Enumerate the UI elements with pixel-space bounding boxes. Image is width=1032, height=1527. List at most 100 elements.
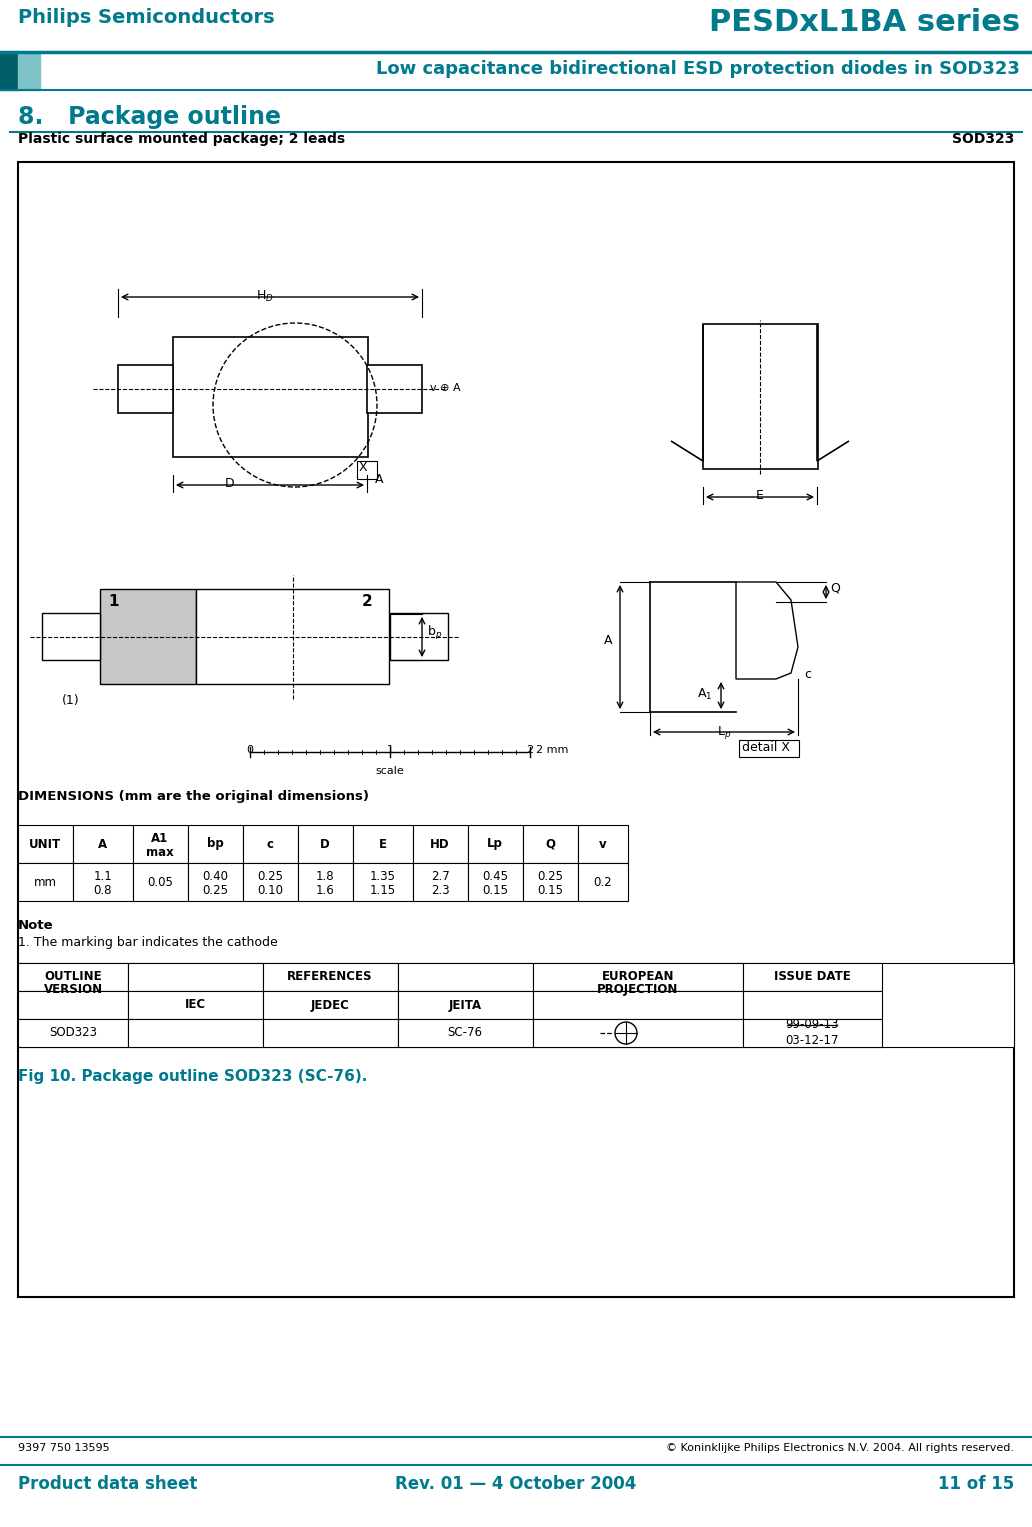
Text: 0.45: 0.45 — [482, 870, 508, 883]
Text: A: A — [98, 837, 107, 851]
Bar — [263, 991, 398, 1019]
Text: JEDEC: JEDEC — [311, 999, 350, 1011]
Bar — [398, 991, 533, 1019]
Text: 2.7: 2.7 — [430, 870, 449, 883]
Bar — [357, 461, 377, 479]
Text: detail X: detail X — [742, 741, 791, 754]
Text: H$_D$: H$_D$ — [256, 289, 273, 304]
Text: 0.10: 0.10 — [257, 884, 283, 896]
Text: E: E — [379, 837, 387, 851]
Bar — [196, 589, 389, 684]
Text: Lp: Lp — [487, 837, 503, 851]
Text: 0.15: 0.15 — [537, 884, 563, 896]
Text: Low capacitance bidirectional ESD protection diodes in SOD323: Low capacitance bidirectional ESD protec… — [376, 60, 1020, 78]
Text: 8.   Package outline: 8. Package outline — [18, 105, 281, 128]
Bar — [523, 863, 578, 901]
Bar — [243, 863, 298, 901]
Text: UNIT: UNIT — [29, 837, 61, 851]
Text: Philips Semiconductors: Philips Semiconductors — [18, 8, 275, 27]
Text: SC-76: SC-76 — [448, 1026, 483, 1040]
Bar — [18, 825, 73, 863]
Text: 1.15: 1.15 — [369, 884, 396, 896]
Bar — [533, 964, 743, 991]
Bar — [73, 863, 133, 901]
Bar — [353, 825, 413, 863]
Bar — [133, 825, 188, 863]
Bar — [18, 964, 128, 991]
Bar — [703, 324, 818, 469]
Text: 9397 750 13595: 9397 750 13595 — [18, 1443, 109, 1454]
Text: c: c — [804, 669, 811, 681]
Text: 1: 1 — [108, 594, 119, 609]
Text: 11 of 15: 11 of 15 — [938, 1475, 1014, 1493]
Text: SOD323: SOD323 — [49, 1026, 97, 1040]
Text: 0.2: 0.2 — [593, 875, 612, 889]
Text: 1.6: 1.6 — [316, 884, 334, 896]
Text: © Koninklijke Philips Electronics N.V. 2004. All rights reserved.: © Koninklijke Philips Electronics N.V. 2… — [666, 1443, 1014, 1454]
Text: ISSUE DATE: ISSUE DATE — [774, 971, 850, 983]
Bar — [353, 863, 413, 901]
Text: 2 mm: 2 mm — [536, 745, 569, 754]
Text: 0.40: 0.40 — [202, 870, 228, 883]
Bar — [128, 964, 263, 991]
Text: 0.25: 0.25 — [257, 870, 283, 883]
Bar — [128, 1019, 263, 1048]
Text: 2.3: 2.3 — [430, 884, 449, 896]
Text: 2: 2 — [362, 594, 373, 609]
Text: D: D — [225, 476, 235, 490]
Text: 1: 1 — [387, 745, 393, 754]
Bar — [467, 863, 523, 901]
Text: 0: 0 — [247, 745, 254, 754]
Text: max: max — [147, 846, 173, 860]
Text: 99-09-13: 99-09-13 — [785, 1019, 839, 1032]
Bar — [18, 964, 1014, 1048]
Text: 0.8: 0.8 — [94, 884, 112, 896]
Text: PROJECTION: PROJECTION — [598, 983, 679, 996]
Text: REFERENCES: REFERENCES — [287, 971, 373, 983]
Bar — [390, 612, 448, 660]
Bar — [533, 991, 743, 1019]
Bar — [413, 825, 467, 863]
Text: PESDxL1BA series: PESDxL1BA series — [709, 8, 1020, 37]
Text: v: v — [600, 837, 607, 851]
Text: A: A — [604, 635, 613, 647]
Text: 1. The marking bar indicates the cathode: 1. The marking bar indicates the cathode — [18, 936, 278, 948]
Bar — [743, 991, 882, 1019]
Text: A1: A1 — [152, 832, 168, 844]
Text: 0.25: 0.25 — [537, 870, 563, 883]
Bar — [188, 863, 243, 901]
Text: D: D — [320, 837, 330, 851]
Text: scale: scale — [376, 767, 405, 776]
Bar — [367, 365, 422, 412]
Text: X: X — [359, 461, 367, 473]
Text: 0.25: 0.25 — [202, 884, 228, 896]
Bar — [467, 825, 523, 863]
Bar — [18, 991, 128, 1019]
Bar — [73, 825, 133, 863]
Bar — [128, 991, 263, 1019]
Text: 1.8: 1.8 — [316, 870, 334, 883]
Bar — [243, 825, 298, 863]
Text: A$_1$: A$_1$ — [697, 687, 712, 701]
Text: EUROPEAN: EUROPEAN — [602, 970, 674, 983]
Text: 1.35: 1.35 — [370, 870, 396, 883]
Text: DIMENSIONS (mm are the original dimensions): DIMENSIONS (mm are the original dimensio… — [18, 789, 369, 803]
Text: Q: Q — [545, 837, 555, 851]
Bar — [739, 741, 799, 757]
Text: Fig 10. Package outline SOD323 (SC-76).: Fig 10. Package outline SOD323 (SC-76). — [18, 1069, 367, 1084]
Bar — [18, 863, 73, 901]
Bar — [18, 162, 1014, 1296]
Text: Product data sheet: Product data sheet — [18, 1475, 197, 1493]
Text: OUTLINE: OUTLINE — [44, 970, 102, 983]
Bar — [743, 1019, 882, 1048]
Bar — [100, 589, 196, 684]
Bar — [398, 1019, 533, 1048]
Bar — [263, 1019, 398, 1048]
Text: HD: HD — [430, 837, 450, 851]
Bar — [298, 825, 353, 863]
Bar — [18, 52, 40, 90]
Text: 2: 2 — [526, 745, 534, 754]
Bar — [398, 964, 533, 991]
Bar — [0, 52, 18, 90]
Text: mm: mm — [33, 875, 57, 889]
